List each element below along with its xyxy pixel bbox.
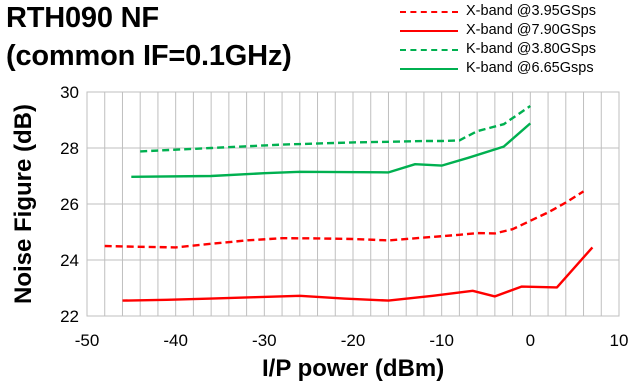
series-line-2 <box>122 246 594 302</box>
y-tick-label: 26 <box>60 195 79 214</box>
y-tick-label: 22 <box>60 307 79 326</box>
chart-title-line-2: (common IF=0.1GHz) <box>6 40 292 72</box>
x-tick-label: -10 <box>429 331 454 350</box>
x-axis-title: I/P power (dBm) <box>262 355 445 382</box>
legend-item: X-band @3.95GSps <box>392 2 632 21</box>
x-tick-label: 10 <box>610 331 629 350</box>
legend: X-band @3.95GSps X-band @7.90GSps K-band @… <box>392 2 632 78</box>
x-tick-label: -40 <box>163 331 188 350</box>
legend-item: K-band @6.65Gsps <box>392 59 632 78</box>
series-line-1 <box>104 190 585 249</box>
legend-label: X-band @3.95GSps <box>466 3 596 19</box>
legend-swatch <box>400 49 458 51</box>
x-tick-label: -50 <box>75 331 100 350</box>
x-tick-label: 0 <box>526 331 535 350</box>
x-tick-label: -30 <box>252 331 277 350</box>
legend-swatch <box>400 11 458 13</box>
y-tick-label: 24 <box>60 251 79 270</box>
legend-item: K-band @3.80GSps <box>392 40 632 59</box>
legend-swatch <box>400 68 458 70</box>
series-line-4 <box>131 122 532 178</box>
x-tick-label: -20 <box>341 331 366 350</box>
chart-title-line-1: RTH090 NF <box>6 2 159 34</box>
legend-label: X-band @7.90GSps <box>466 22 596 38</box>
legend-label: K-band @3.80GSps <box>466 41 596 57</box>
y-axis-title: Noise Figure (dB) <box>10 103 37 304</box>
legend-swatch <box>400 30 458 32</box>
legend-label: K-band @6.65Gsps <box>466 60 594 76</box>
y-tick-label: 30 <box>60 83 79 102</box>
legend-item: X-band @7.90GSps <box>392 21 632 40</box>
y-tick-label: 28 <box>60 139 79 158</box>
